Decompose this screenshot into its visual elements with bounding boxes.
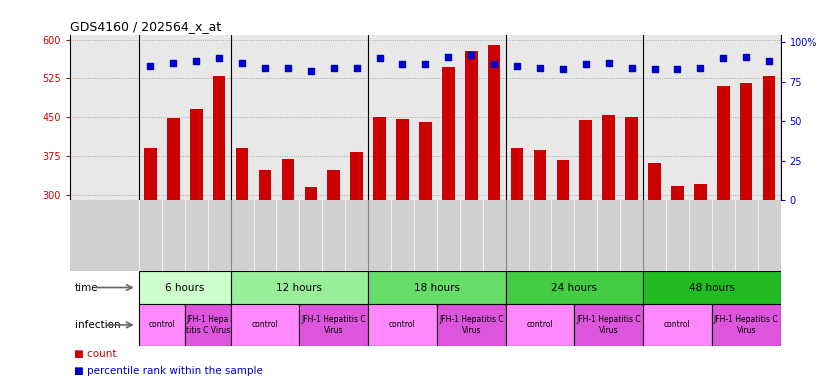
Bar [368, 304, 437, 346]
Point [534, 65, 547, 71]
Bar [648, 163, 661, 350]
Bar [185, 304, 230, 346]
Bar [740, 83, 752, 350]
Bar [396, 119, 409, 350]
Point [212, 55, 225, 61]
Text: control: control [149, 320, 175, 329]
Text: JFH-1 Hepatitis C
Virus: JFH-1 Hepatitis C Virus [439, 315, 504, 334]
Bar [139, 271, 230, 304]
Point [602, 60, 615, 66]
Bar [139, 304, 185, 346]
Bar [442, 66, 454, 350]
Point [259, 65, 272, 71]
Bar [259, 170, 271, 350]
Bar [350, 152, 363, 350]
Bar [534, 150, 546, 350]
Bar [230, 271, 368, 304]
Point [419, 61, 432, 68]
Text: control: control [389, 320, 415, 329]
Bar [213, 76, 225, 350]
Bar [465, 51, 477, 350]
Text: ■ count: ■ count [74, 349, 116, 359]
Bar [643, 304, 712, 346]
Bar [437, 304, 506, 346]
Bar [763, 76, 776, 350]
Bar [557, 160, 569, 350]
Text: JFH-1 Hepa
titis C Virus: JFH-1 Hepa titis C Virus [186, 315, 230, 334]
Bar [235, 148, 249, 350]
Point [762, 58, 776, 65]
Text: 48 hours: 48 hours [689, 283, 735, 293]
Point [717, 55, 730, 61]
Point [510, 63, 524, 69]
Bar [373, 117, 386, 350]
Bar [574, 304, 643, 346]
Text: GDS4160 / 202564_x_at: GDS4160 / 202564_x_at [70, 20, 221, 33]
Point [373, 55, 387, 61]
Point [739, 53, 752, 60]
Bar [694, 184, 707, 350]
Point [648, 66, 661, 72]
Point [464, 52, 477, 58]
Bar [419, 122, 432, 350]
Bar [167, 118, 179, 350]
Point [579, 61, 592, 68]
Bar [305, 187, 317, 350]
Text: control: control [252, 320, 278, 329]
Point [327, 65, 340, 71]
Text: JFH-1 Hepatitis C
Virus: JFH-1 Hepatitis C Virus [301, 315, 366, 334]
Bar [230, 304, 299, 346]
Text: 18 hours: 18 hours [414, 283, 460, 293]
Text: JFH-1 Hepatitis C
Virus: JFH-1 Hepatitis C Virus [577, 315, 641, 334]
Bar [672, 187, 684, 350]
Text: time: time [75, 283, 98, 293]
Point [625, 65, 638, 71]
Bar [299, 304, 368, 346]
Bar [602, 115, 615, 350]
Point [350, 65, 363, 71]
Bar [190, 109, 202, 350]
Text: 6 hours: 6 hours [165, 283, 205, 293]
Bar [506, 271, 643, 304]
Point [556, 66, 569, 72]
Bar [506, 304, 574, 346]
Bar [717, 86, 729, 350]
Text: JFH-1 Hepatitis C
Virus: JFH-1 Hepatitis C Virus [714, 315, 779, 334]
Point [190, 58, 203, 65]
Bar [625, 117, 638, 350]
Point [304, 68, 317, 74]
Text: control: control [664, 320, 691, 329]
Point [487, 61, 501, 68]
Point [235, 60, 249, 66]
Point [144, 63, 157, 69]
Point [282, 65, 295, 71]
Point [671, 66, 684, 72]
Text: ■ percentile rank within the sample: ■ percentile rank within the sample [74, 366, 263, 376]
Bar [368, 271, 506, 304]
Point [396, 61, 409, 68]
Bar [327, 170, 340, 350]
Bar [510, 148, 524, 350]
Point [442, 53, 455, 60]
Bar [488, 45, 501, 350]
Text: control: control [527, 320, 553, 329]
Point [694, 65, 707, 71]
Text: 12 hours: 12 hours [277, 283, 322, 293]
Bar [643, 271, 781, 304]
Bar [580, 120, 592, 350]
Point [167, 60, 180, 66]
Text: 24 hours: 24 hours [551, 283, 597, 293]
Text: infection: infection [75, 320, 121, 330]
Bar [712, 304, 781, 346]
Bar [144, 148, 157, 350]
Bar [282, 159, 294, 350]
